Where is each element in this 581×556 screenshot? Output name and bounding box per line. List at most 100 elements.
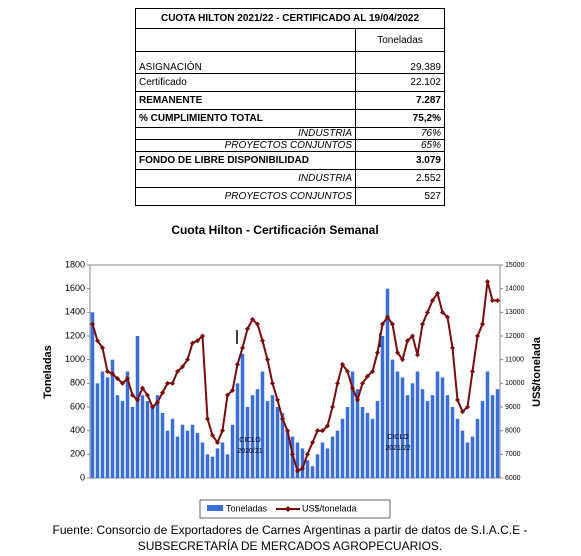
line-marker xyxy=(110,371,115,377)
bar xyxy=(95,383,100,478)
bar xyxy=(420,389,425,478)
y-tick-label: 1600 xyxy=(65,283,85,293)
line-marker xyxy=(450,345,455,351)
line-marker xyxy=(380,321,385,327)
line-marker xyxy=(360,380,365,386)
line-marker xyxy=(445,314,450,320)
bar xyxy=(365,412,370,478)
line-marker xyxy=(270,380,275,386)
y-tick-label: 1000 xyxy=(65,354,85,364)
y2-tick-label: 15000 xyxy=(505,262,525,269)
line-marker xyxy=(400,357,405,363)
bar xyxy=(410,383,415,478)
bar xyxy=(310,466,315,478)
line-marker xyxy=(475,333,480,339)
bar xyxy=(180,424,185,478)
bar xyxy=(430,395,435,478)
bar xyxy=(345,407,350,478)
line-marker xyxy=(305,451,310,457)
line-marker xyxy=(205,416,210,422)
row-value: 7.287 xyxy=(355,91,445,110)
legend-swatch xyxy=(285,506,291,512)
bar xyxy=(350,371,355,478)
line-marker xyxy=(165,380,170,386)
bar xyxy=(185,430,190,478)
bar xyxy=(115,395,120,478)
line-marker xyxy=(350,385,355,391)
bar xyxy=(210,456,215,478)
bar xyxy=(225,454,230,478)
bar xyxy=(295,442,300,478)
bar xyxy=(340,418,345,478)
line-marker xyxy=(145,392,150,398)
line-marker xyxy=(125,376,130,382)
y-axis-label: Toneladas xyxy=(42,345,54,399)
line-marker xyxy=(150,404,155,410)
bar xyxy=(475,418,480,478)
line-marker xyxy=(465,404,470,410)
line-marker xyxy=(245,326,250,332)
legend-swatch xyxy=(207,505,223,511)
annotation: 2021/22 xyxy=(385,445,410,452)
line-marker xyxy=(470,369,475,374)
line-marker xyxy=(280,416,285,422)
bar xyxy=(375,401,380,478)
row-value: 527 xyxy=(355,187,445,206)
y-tick-label: 1200 xyxy=(65,330,85,340)
bar xyxy=(130,407,135,478)
line-marker xyxy=(275,397,280,403)
line-marker xyxy=(160,390,165,396)
y2-tick-label: 7000 xyxy=(505,451,521,458)
y2-tick-label: 11000 xyxy=(505,357,524,364)
bar xyxy=(135,336,140,478)
line-marker xyxy=(260,338,265,344)
line-marker xyxy=(340,361,345,367)
bar xyxy=(265,401,270,478)
annotation: CICLO xyxy=(387,434,409,441)
bar xyxy=(460,430,465,478)
line-marker xyxy=(420,321,425,327)
source-line: SUBSECRETARÍA DE MERCADOS AGROPECUARIOS. xyxy=(138,538,443,553)
price-line xyxy=(91,281,498,473)
bar xyxy=(260,371,265,478)
bar xyxy=(175,436,180,478)
bar xyxy=(455,418,460,478)
line-marker xyxy=(355,397,360,403)
bar xyxy=(100,371,105,478)
bar xyxy=(155,395,160,478)
bar xyxy=(320,442,325,478)
bar xyxy=(150,407,155,478)
y-tick-label: 1400 xyxy=(65,307,85,317)
line-marker xyxy=(485,279,490,285)
bar xyxy=(390,359,395,478)
line-marker xyxy=(415,352,420,358)
line-marker xyxy=(460,409,465,415)
bar xyxy=(315,454,320,478)
line-marker xyxy=(315,428,320,434)
line-marker xyxy=(495,298,500,303)
y-tick-label: 600 xyxy=(70,401,85,411)
bar xyxy=(240,353,245,478)
bar xyxy=(235,383,240,478)
bar xyxy=(385,288,390,478)
bar xyxy=(250,395,255,478)
bar xyxy=(355,389,360,478)
line-marker xyxy=(405,338,410,344)
bar xyxy=(335,430,340,478)
line-marker xyxy=(215,440,220,445)
line-marker xyxy=(320,428,325,434)
line-marker xyxy=(435,290,440,296)
bar xyxy=(440,377,445,478)
line-marker xyxy=(325,423,330,429)
bar xyxy=(425,401,430,478)
line-marker xyxy=(265,357,270,363)
bar xyxy=(300,448,305,478)
bar xyxy=(415,371,420,478)
bar xyxy=(145,401,150,478)
line-marker xyxy=(155,399,160,405)
y-tick-label: 400 xyxy=(70,425,85,435)
bar xyxy=(435,371,440,478)
y2-tick-label: 9000 xyxy=(505,404,521,411)
